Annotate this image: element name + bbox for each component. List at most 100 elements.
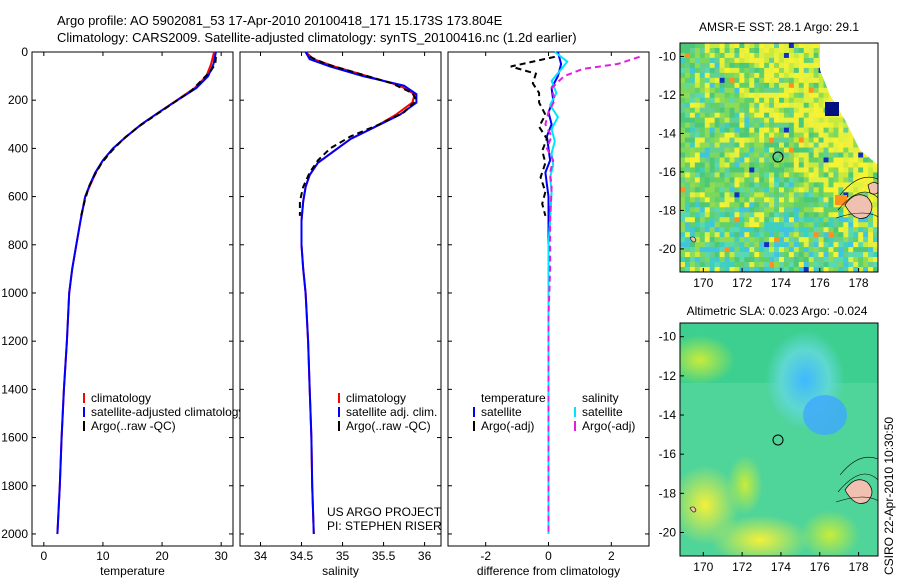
sst-cell xyxy=(783,47,790,54)
sst-cell xyxy=(729,177,735,183)
sst-cell xyxy=(754,237,760,243)
sst-cell xyxy=(823,207,829,213)
sst-cell xyxy=(823,82,829,89)
sst-cell xyxy=(788,132,795,138)
sst-cell xyxy=(749,142,755,148)
sst-cell xyxy=(833,227,839,233)
sst-cell xyxy=(843,237,849,243)
sst-cell xyxy=(729,172,735,178)
sst-cell xyxy=(694,172,701,178)
sst-cell xyxy=(704,122,710,128)
sst-cell xyxy=(734,67,740,74)
sst-cell xyxy=(724,117,730,123)
sst-cell xyxy=(813,172,819,178)
sst-cell xyxy=(828,142,834,148)
sst-cell xyxy=(788,157,795,163)
sst-cell xyxy=(808,187,814,193)
sst-cell xyxy=(719,52,725,59)
sst-cell xyxy=(689,117,696,123)
sst-cell xyxy=(759,242,765,248)
sst-cell xyxy=(694,72,701,79)
sst-cell xyxy=(694,112,701,118)
sst-cell xyxy=(774,43,780,49)
depth-tick-label: 1200 xyxy=(1,334,28,348)
sst-cell xyxy=(873,212,878,218)
sst-cell xyxy=(823,202,829,208)
sst-cell xyxy=(704,172,710,178)
sst-cell xyxy=(818,117,824,123)
sst-cell xyxy=(779,107,785,113)
sst-cell xyxy=(774,252,780,258)
temperature-profile-xlabel: temperature xyxy=(100,564,165,578)
sst-cell xyxy=(734,87,740,94)
sst-cell xyxy=(873,197,878,203)
sst-cell xyxy=(868,167,874,173)
sst-cell xyxy=(709,92,715,99)
sst-cell xyxy=(749,222,755,228)
sst-cell xyxy=(724,242,730,248)
sst-cell xyxy=(833,167,839,173)
sst-cell xyxy=(680,172,686,178)
sst-cell xyxy=(858,187,864,193)
sst-cell xyxy=(744,197,750,203)
sst-cell xyxy=(808,47,814,54)
sst-cell xyxy=(709,197,715,203)
sst-cell xyxy=(783,247,790,253)
sst-map-ytick-label: -18 xyxy=(659,203,677,217)
sst-cell xyxy=(818,187,824,193)
sst-cell xyxy=(783,232,790,238)
sst-cell xyxy=(803,142,809,148)
sst-cell xyxy=(719,237,725,243)
sst-cell xyxy=(719,167,725,173)
sst-cell xyxy=(754,62,760,69)
sst-cell xyxy=(788,257,795,263)
sst-cell xyxy=(779,242,785,248)
sst-cell xyxy=(853,252,859,258)
sst-cell xyxy=(714,122,720,128)
sst-cell xyxy=(833,147,839,153)
sst-cell xyxy=(803,267,809,272)
sst-cell xyxy=(699,207,706,213)
sst-cell xyxy=(749,157,755,163)
sst-cell xyxy=(699,62,706,69)
sst-cell xyxy=(709,172,715,178)
sst-cell xyxy=(724,82,730,89)
sst-cell xyxy=(744,217,750,223)
sst-cell xyxy=(729,67,735,74)
sst-cell xyxy=(764,207,770,213)
sst-cell xyxy=(729,182,735,188)
sst-cell xyxy=(684,192,691,198)
sst-cell xyxy=(813,102,819,109)
sst-cell xyxy=(754,257,760,263)
sst-cell xyxy=(774,227,780,233)
sst-cell xyxy=(699,242,706,248)
sst-cell xyxy=(694,207,701,213)
sst-cell xyxy=(754,227,760,233)
sst-cell xyxy=(719,147,725,153)
sst-cell xyxy=(779,122,785,128)
sst-cell xyxy=(793,197,800,203)
sst-cell xyxy=(848,192,854,198)
sst-cell xyxy=(828,247,834,253)
sst-cell xyxy=(769,192,775,198)
sst-cell xyxy=(704,157,710,163)
sst-cell xyxy=(734,47,740,54)
sst-cell xyxy=(838,167,844,173)
sst-cell xyxy=(793,92,800,99)
sst-cell xyxy=(853,147,859,153)
sst-cell xyxy=(739,192,745,198)
sst-cell xyxy=(803,242,809,248)
depth-tick-label: 800 xyxy=(8,238,28,252)
sst-cell xyxy=(684,212,691,218)
sst-cell xyxy=(828,197,834,203)
sst-cell xyxy=(793,112,800,118)
sst-cell xyxy=(798,132,805,138)
sst-cell xyxy=(680,212,686,218)
sst-cell xyxy=(744,167,750,173)
sst-cell xyxy=(803,82,809,89)
sst-cell xyxy=(734,202,740,208)
sst-cell xyxy=(719,217,725,223)
sst-cell xyxy=(759,57,765,64)
sst-cell xyxy=(818,147,824,153)
sst-cell xyxy=(744,232,750,238)
